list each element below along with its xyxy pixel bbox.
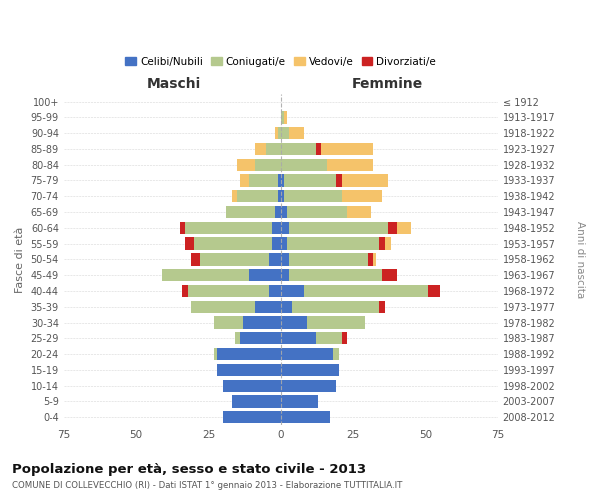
Bar	[162, 269, 249, 281]
Bar	[385, 238, 391, 250]
Bar	[284, 174, 336, 186]
Bar	[214, 348, 217, 360]
Bar	[235, 332, 240, 344]
Bar	[284, 111, 287, 124]
Bar	[185, 222, 272, 234]
Bar	[316, 332, 341, 344]
Bar	[322, 143, 373, 155]
Text: Popolazione per età, sesso e stato civile - 2013: Popolazione per età, sesso e stato civil…	[12, 462, 366, 475]
Text: Maschi: Maschi	[146, 76, 201, 90]
Bar	[281, 206, 287, 218]
Bar	[281, 300, 292, 313]
Bar	[240, 174, 249, 186]
Bar	[255, 158, 281, 171]
Bar	[307, 316, 365, 328]
Bar	[185, 238, 194, 250]
Bar	[281, 190, 284, 202]
Bar	[284, 190, 341, 202]
Bar	[379, 238, 385, 250]
Bar	[327, 158, 373, 171]
Bar	[289, 222, 388, 234]
Bar	[182, 285, 188, 297]
Bar	[281, 158, 327, 171]
Bar	[269, 254, 281, 266]
Bar	[341, 332, 347, 344]
Bar	[368, 254, 373, 266]
Legend: Celibi/Nubili, Coniugati/e, Vedovi/e, Divorziati/e: Celibi/Nubili, Coniugati/e, Vedovi/e, Di…	[121, 52, 440, 71]
Bar	[238, 190, 278, 202]
Bar	[272, 238, 281, 250]
Bar	[281, 111, 284, 124]
Bar	[281, 127, 289, 140]
Bar	[194, 238, 272, 250]
Bar	[232, 396, 281, 407]
Bar	[275, 127, 278, 140]
Bar	[269, 285, 281, 297]
Bar	[191, 254, 200, 266]
Bar	[289, 269, 382, 281]
Bar	[249, 269, 281, 281]
Bar	[347, 206, 371, 218]
Bar	[388, 222, 397, 234]
Bar	[333, 348, 338, 360]
Bar	[397, 222, 411, 234]
Bar	[281, 396, 319, 407]
Bar	[255, 143, 266, 155]
Bar	[266, 143, 281, 155]
Bar	[232, 190, 238, 202]
Bar	[275, 206, 281, 218]
Y-axis label: Fasce di età: Fasce di età	[15, 226, 25, 292]
Bar	[289, 254, 368, 266]
Bar	[281, 364, 338, 376]
Bar	[278, 127, 281, 140]
Bar	[191, 300, 255, 313]
Bar	[281, 254, 289, 266]
Bar	[214, 316, 243, 328]
Bar	[379, 300, 385, 313]
Bar	[281, 348, 333, 360]
Y-axis label: Anni di nascita: Anni di nascita	[575, 221, 585, 298]
Bar	[292, 300, 379, 313]
Bar	[373, 254, 376, 266]
Bar	[240, 332, 281, 344]
Bar	[243, 316, 281, 328]
Bar	[289, 127, 304, 140]
Bar	[249, 174, 278, 186]
Bar	[287, 238, 379, 250]
Bar	[287, 206, 347, 218]
Bar	[217, 364, 281, 376]
Bar	[200, 254, 269, 266]
Bar	[281, 238, 287, 250]
Bar	[188, 285, 269, 297]
Bar	[255, 300, 281, 313]
Bar	[281, 222, 289, 234]
Bar	[382, 269, 397, 281]
Bar	[217, 348, 281, 360]
Bar	[428, 285, 440, 297]
Bar	[281, 143, 316, 155]
Bar	[281, 332, 316, 344]
Bar	[226, 206, 275, 218]
Bar	[304, 285, 428, 297]
Bar	[272, 222, 281, 234]
Bar	[223, 411, 281, 424]
Bar	[281, 174, 284, 186]
Bar	[281, 316, 307, 328]
Text: Femmine: Femmine	[352, 76, 424, 90]
Bar	[179, 222, 185, 234]
Bar	[336, 174, 341, 186]
Bar	[238, 158, 255, 171]
Bar	[281, 285, 304, 297]
Bar	[316, 143, 322, 155]
Bar	[341, 174, 388, 186]
Bar	[223, 380, 281, 392]
Bar	[341, 190, 382, 202]
Bar	[281, 411, 330, 424]
Bar	[278, 174, 281, 186]
Bar	[278, 190, 281, 202]
Text: COMUNE DI COLLEVECCHIO (RI) - Dati ISTAT 1° gennaio 2013 - Elaborazione TUTTITAL: COMUNE DI COLLEVECCHIO (RI) - Dati ISTAT…	[12, 481, 403, 490]
Bar	[281, 269, 289, 281]
Bar	[281, 380, 336, 392]
